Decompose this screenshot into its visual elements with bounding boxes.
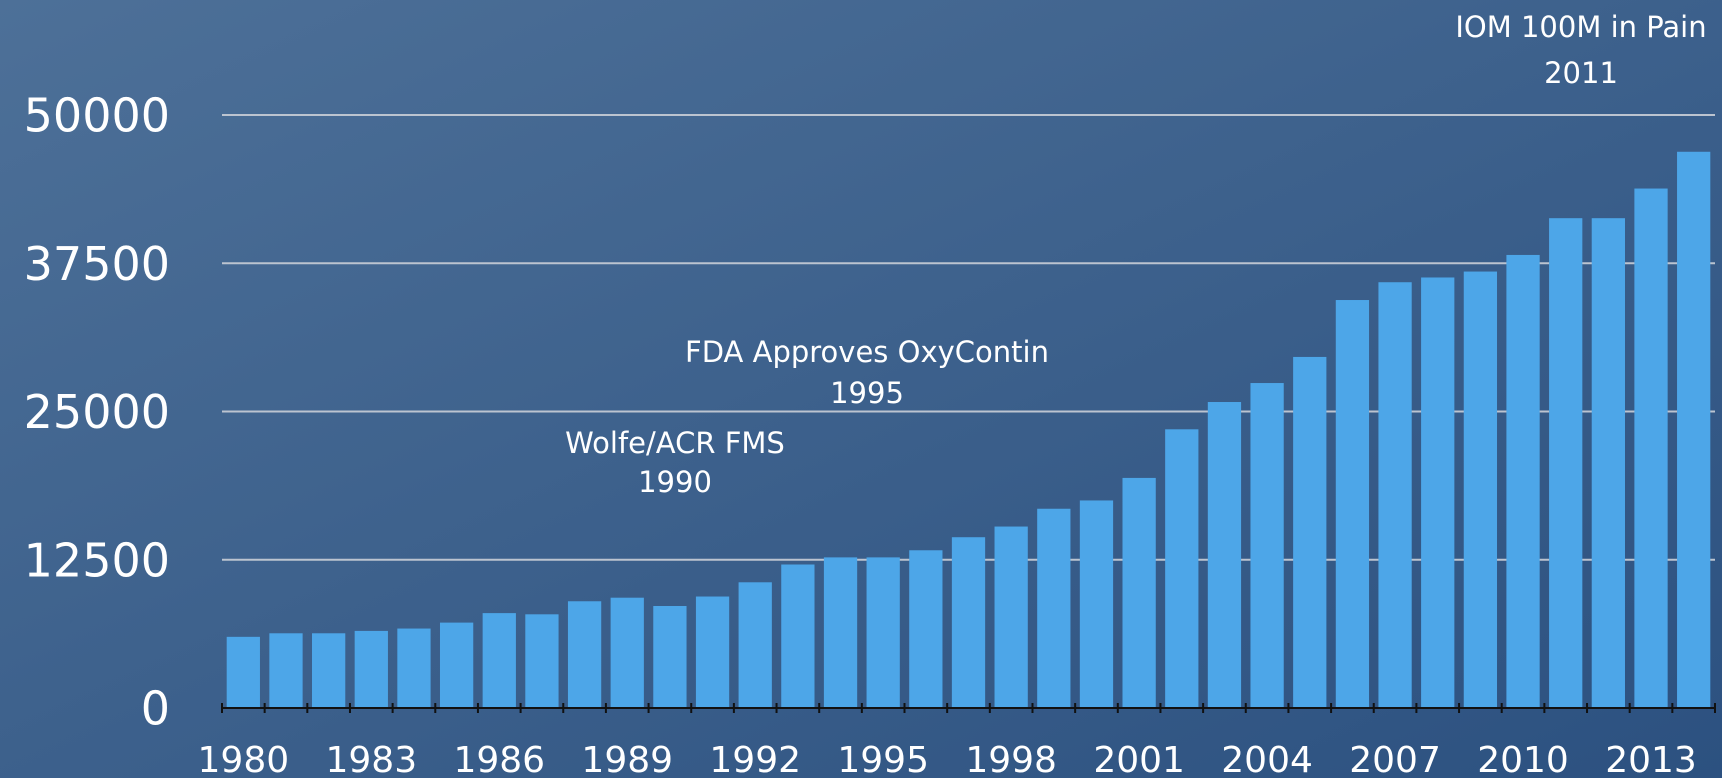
bar (781, 564, 815, 708)
x-tick-label: 1995 (837, 740, 929, 778)
bar (1335, 300, 1370, 708)
y-tick-label: 12500 (24, 533, 170, 587)
annotation: 2011 (1544, 56, 1618, 90)
x-tick-label: 2007 (1349, 740, 1441, 778)
bar (1463, 271, 1498, 708)
bar (1591, 218, 1625, 708)
x-tick-label: 2004 (1221, 740, 1313, 778)
bar (738, 582, 772, 708)
annotation: 1990 (638, 465, 712, 499)
x-tick-label: 1986 (453, 740, 545, 778)
bar (1634, 188, 1668, 709)
bar (1677, 151, 1711, 709)
x-tick-label: 1980 (198, 740, 290, 778)
bar (226, 636, 260, 708)
x-tick-label: 2001 (1093, 740, 1185, 778)
bar (1549, 218, 1583, 708)
bar (354, 630, 388, 708)
bar (1079, 500, 1114, 708)
bar (312, 633, 346, 708)
y-tick-label: 0 (141, 682, 170, 736)
bar (1122, 477, 1156, 708)
annotation: FDA Approves OxyContin (685, 335, 1049, 369)
bar (1378, 282, 1412, 708)
bar (994, 526, 1028, 708)
bar (951, 537, 986, 708)
x-tick-label: 1989 (581, 740, 673, 778)
bar (397, 628, 431, 708)
bar (482, 613, 516, 708)
bar (1165, 429, 1199, 708)
bar (1293, 356, 1327, 708)
x-tick-label: 1983 (325, 740, 417, 778)
annotation: IOM 100M in Pain (1455, 10, 1706, 44)
y-tick-label: 50000 (24, 89, 170, 143)
bar (695, 596, 730, 708)
bar (1037, 508, 1071, 708)
x-tick-label: 1992 (709, 740, 801, 778)
bar (653, 606, 687, 708)
y-tick-label: 25000 (24, 385, 170, 439)
bar (567, 601, 602, 708)
bar (823, 557, 858, 708)
bar (610, 597, 644, 708)
bar (1250, 383, 1284, 708)
bar (1421, 277, 1455, 708)
bar (909, 550, 943, 708)
bar (1207, 402, 1242, 708)
bar (866, 557, 900, 708)
y-tick-label: 37500 (24, 237, 170, 291)
bar (1506, 254, 1540, 708)
x-tick-label: 1998 (965, 740, 1057, 778)
x-tick-label: 2013 (1605, 740, 1697, 778)
annotation: 1995 (830, 376, 904, 410)
bar (525, 614, 559, 708)
bar (269, 633, 303, 708)
bar (439, 622, 474, 708)
x-tick-label: 2010 (1477, 740, 1569, 778)
annotation: Wolfe/ACR FMS (565, 426, 785, 460)
